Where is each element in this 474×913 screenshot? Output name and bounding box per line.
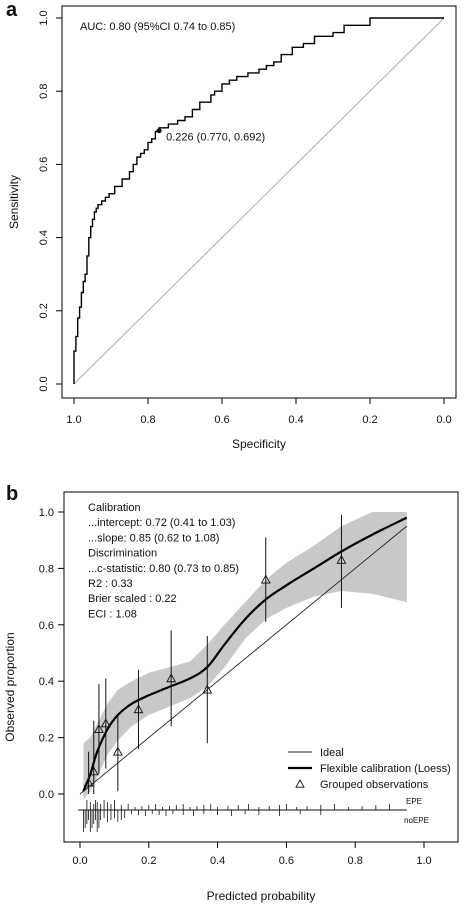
legend-label: Flexible calibration (Loess) [320, 763, 451, 775]
calibration-stats-line: ...c-statistic: 0.80 (0.73 to 0.85) [88, 563, 239, 575]
roc-threshold-point [156, 128, 162, 134]
roc-x-tick-label: 0.8 [140, 414, 155, 426]
roc-auc-text: AUC: 0.80 (95%CI 0.74 to 0.85) [80, 21, 235, 33]
loess-ci-band [83, 512, 407, 800]
roc-y-tick-label: 0.8 [38, 84, 50, 99]
calibration-plot-frame [63, 491, 459, 843]
roc-threshold-text: 0.226 (0.770, 0.692) [166, 132, 265, 144]
roc-y-axis-label: Sensitivity [7, 175, 21, 229]
rug-plot: EPE noEPE [78, 797, 429, 832]
roc-x-tick-label: 0.0 [436, 414, 451, 426]
roc-x-axis-label: Specificity [232, 437, 286, 451]
loess-curve [82, 516, 408, 792]
calibration-y-tick-label: 1.0 [39, 507, 54, 519]
legend-label: Grouped observations [320, 779, 429, 791]
grouped-observation-marker [112, 746, 123, 756]
calibration-y-tick-label: 0.6 [39, 620, 54, 632]
calibration-y-tick-label: 0.8 [39, 563, 54, 575]
panel-letter-b: b [6, 483, 18, 505]
calibration-stats-line: ...slope: 0.85 (0.62 to 1.08) [88, 532, 219, 544]
calibration-x-tick-label: 0.0 [72, 855, 87, 867]
calibration-y-ticks: 0.0 0.2 0.4 0.6 0.8 1.0 [39, 507, 64, 801]
calibration-x-tick-label: 0.6 [279, 855, 294, 867]
roc-curve [73, 17, 444, 384]
roc-y-tick-label: 1.0 [38, 10, 50, 25]
calibration-y-tick-label: 0.0 [39, 789, 54, 801]
ideal-line [79, 525, 408, 795]
grouped-observations [83, 514, 347, 794]
roc-y-tick-label: 0.6 [38, 157, 50, 172]
roc-x-ticks: 1.0 0.8 0.6 0.4 0.2 0.0 [66, 398, 452, 426]
roc-x-tick-label: 0.6 [214, 414, 229, 426]
roc-x-tick-label: 0.4 [288, 414, 303, 426]
roc-y-tick-label: 0.0 [38, 376, 50, 391]
calibration-legend: Ideal Flexible calibration (Loess) Grouped… [288, 747, 451, 791]
calibration-x-tick-label: 0.4 [210, 855, 225, 867]
calibration-x-tick-label: 1.0 [416, 855, 431, 867]
grouped-observation-marker [83, 777, 94, 787]
roc-panel: a 1.0 0.8 0.6 0.4 0.2 0.0 0.00.20.40.60.81.0 … [6, 0, 457, 451]
grouped-observation-marker [336, 554, 347, 564]
roc-y-ticks: 0.0 0.2 0.4 0.6 0.8 1.0 [38, 10, 62, 392]
roc-y-tick-label: 0.2 [38, 303, 50, 318]
grouped-observation-marker [202, 684, 213, 694]
roc-reference-line [73, 17, 445, 385]
roc-reference-diagonal [73, 17, 445, 385]
ideal-diagonal [79, 525, 408, 795]
loess-confidence-band [83, 512, 407, 800]
calibration-stats-line: Discrimination [88, 548, 157, 560]
calibration-y-tick-label: 0.4 [39, 676, 54, 688]
calibration-x-axis-label: Predicted probability [207, 889, 316, 903]
roc-curve-line [73, 17, 444, 384]
roc-x-tick-label: 1.0 [66, 414, 81, 426]
rug-label-epe: EPE [406, 797, 422, 806]
calibration-x-tick-label: 0.8 [348, 855, 363, 867]
rug-label-noepe: noEPE [404, 816, 429, 825]
grouped-observation-marker [133, 704, 144, 714]
calibration-stats-line: Calibration [88, 502, 141, 514]
calibration-y-tick-label: 0.2 [39, 733, 54, 745]
grouped-observation-marker [93, 724, 104, 733]
calibration-y-axis-label: Observed proportion [3, 632, 17, 741]
grouped-observation-marker [166, 673, 177, 683]
roc-plot-frame [61, 5, 457, 399]
roc-x-tick-label: 0.2 [362, 414, 377, 426]
calibration-stats-line: ...intercept: 0.72 (0.41 to 1.03) [88, 517, 235, 529]
calibration-stats-line: Brier scaled : 0.22 [88, 593, 177, 605]
roc-threshold-marker [156, 128, 162, 134]
panel-letter-a: a [6, 0, 18, 21]
grouped-observation-marker [100, 718, 111, 728]
roc-y-tick-label: 0.4 [38, 230, 50, 245]
calibration-x-tick-label: 0.2 [141, 855, 156, 867]
grouped-observation-marker [88, 766, 99, 776]
calibration-stats-line: R2 : 0.33 [88, 578, 133, 590]
legend-label: Ideal [320, 747, 344, 759]
calibration-stats-line: ECI : 1.08 [88, 608, 137, 620]
grouped-observation-marker [260, 574, 271, 584]
calibration-x-ticks: 0.0 0.2 0.4 0.6 0.8 1.0 [72, 842, 432, 867]
legend-triangle-swatch [295, 779, 305, 788]
calibration-stats-block: Calibration ...intercept: 0.72 (0.41 to 1… [88, 502, 239, 620]
loess-curve-line [82, 516, 408, 792]
